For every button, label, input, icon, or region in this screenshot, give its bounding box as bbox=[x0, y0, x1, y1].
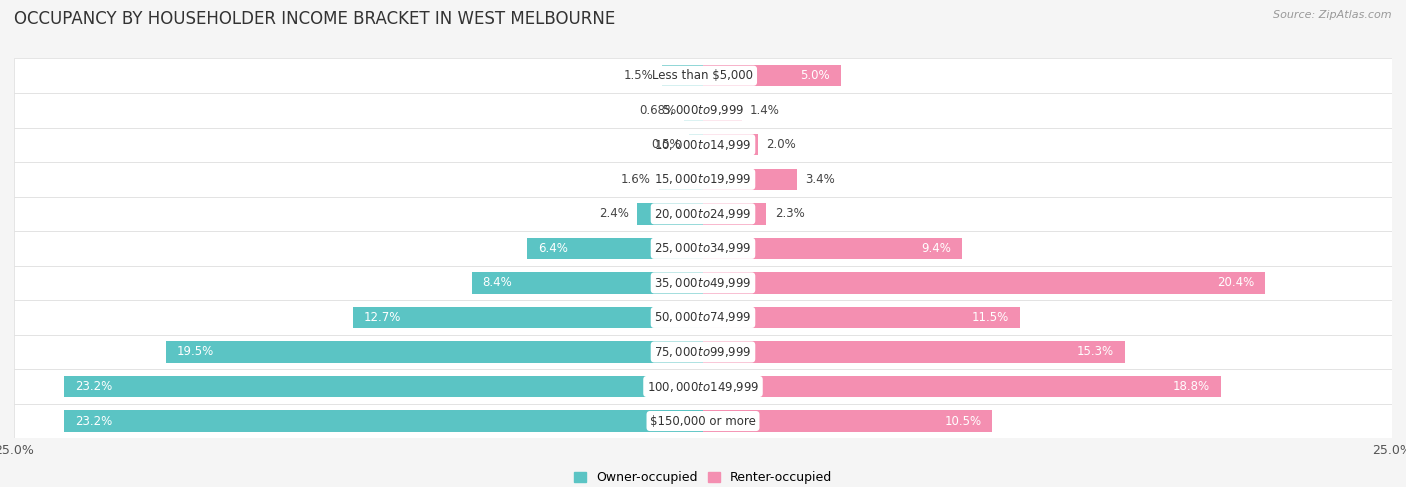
FancyBboxPatch shape bbox=[14, 128, 1392, 162]
Text: $15,000 to $19,999: $15,000 to $19,999 bbox=[654, 172, 752, 187]
Text: 0.5%: 0.5% bbox=[651, 138, 681, 151]
Text: $50,000 to $74,999: $50,000 to $74,999 bbox=[654, 310, 752, 324]
Text: $10,000 to $14,999: $10,000 to $14,999 bbox=[654, 138, 752, 152]
Text: 15.3%: 15.3% bbox=[1077, 345, 1114, 358]
Bar bbox=[471, 272, 703, 294]
Bar bbox=[703, 99, 741, 121]
Text: 2.3%: 2.3% bbox=[775, 207, 804, 220]
Text: 2.4%: 2.4% bbox=[599, 207, 628, 220]
Text: 18.8%: 18.8% bbox=[1173, 380, 1211, 393]
Text: 0.68%: 0.68% bbox=[638, 104, 676, 117]
Bar bbox=[63, 411, 703, 432]
Bar bbox=[703, 169, 797, 190]
Bar bbox=[703, 65, 841, 86]
Bar bbox=[63, 376, 703, 397]
Bar bbox=[703, 307, 1019, 328]
Bar bbox=[662, 65, 703, 86]
Text: 20.4%: 20.4% bbox=[1218, 277, 1254, 289]
Bar bbox=[685, 99, 703, 121]
Text: $100,000 to $149,999: $100,000 to $149,999 bbox=[647, 379, 759, 393]
FancyBboxPatch shape bbox=[14, 265, 1392, 300]
Text: $25,000 to $34,999: $25,000 to $34,999 bbox=[654, 242, 752, 255]
Bar bbox=[527, 238, 703, 259]
FancyBboxPatch shape bbox=[14, 335, 1392, 369]
Bar bbox=[166, 341, 703, 363]
Bar bbox=[703, 341, 1125, 363]
Text: 19.5%: 19.5% bbox=[177, 345, 214, 358]
FancyBboxPatch shape bbox=[14, 369, 1392, 404]
Bar bbox=[703, 134, 758, 155]
Text: $35,000 to $49,999: $35,000 to $49,999 bbox=[654, 276, 752, 290]
Text: 5.0%: 5.0% bbox=[800, 69, 830, 82]
Text: $75,000 to $99,999: $75,000 to $99,999 bbox=[654, 345, 752, 359]
Text: Source: ZipAtlas.com: Source: ZipAtlas.com bbox=[1274, 10, 1392, 20]
Text: 8.4%: 8.4% bbox=[482, 277, 512, 289]
FancyBboxPatch shape bbox=[14, 162, 1392, 197]
FancyBboxPatch shape bbox=[14, 404, 1392, 438]
Text: 2.0%: 2.0% bbox=[766, 138, 796, 151]
FancyBboxPatch shape bbox=[14, 197, 1392, 231]
Text: 23.2%: 23.2% bbox=[75, 380, 112, 393]
Bar bbox=[703, 238, 962, 259]
Text: 11.5%: 11.5% bbox=[972, 311, 1010, 324]
FancyBboxPatch shape bbox=[14, 93, 1392, 128]
Text: 6.4%: 6.4% bbox=[537, 242, 568, 255]
Text: 10.5%: 10.5% bbox=[945, 414, 981, 428]
FancyBboxPatch shape bbox=[14, 300, 1392, 335]
Bar bbox=[353, 307, 703, 328]
Bar bbox=[703, 203, 766, 225]
Text: $150,000 or more: $150,000 or more bbox=[650, 414, 756, 428]
Legend: Owner-occupied, Renter-occupied: Owner-occupied, Renter-occupied bbox=[568, 466, 838, 487]
Bar bbox=[703, 272, 1265, 294]
Text: OCCUPANCY BY HOUSEHOLDER INCOME BRACKET IN WEST MELBOURNE: OCCUPANCY BY HOUSEHOLDER INCOME BRACKET … bbox=[14, 10, 616, 28]
Text: 9.4%: 9.4% bbox=[921, 242, 950, 255]
Bar bbox=[689, 134, 703, 155]
Text: $20,000 to $24,999: $20,000 to $24,999 bbox=[654, 207, 752, 221]
FancyBboxPatch shape bbox=[14, 231, 1392, 265]
Text: Less than $5,000: Less than $5,000 bbox=[652, 69, 754, 82]
Bar bbox=[637, 203, 703, 225]
Bar bbox=[703, 376, 1220, 397]
Text: 12.7%: 12.7% bbox=[364, 311, 402, 324]
FancyBboxPatch shape bbox=[14, 58, 1392, 93]
Text: 1.5%: 1.5% bbox=[624, 69, 654, 82]
Text: 1.4%: 1.4% bbox=[749, 104, 780, 117]
Bar bbox=[659, 169, 703, 190]
Text: 1.6%: 1.6% bbox=[621, 173, 651, 186]
Text: $5,000 to $9,999: $5,000 to $9,999 bbox=[662, 103, 744, 117]
Bar bbox=[703, 411, 993, 432]
Text: 23.2%: 23.2% bbox=[75, 414, 112, 428]
Text: 3.4%: 3.4% bbox=[806, 173, 835, 186]
